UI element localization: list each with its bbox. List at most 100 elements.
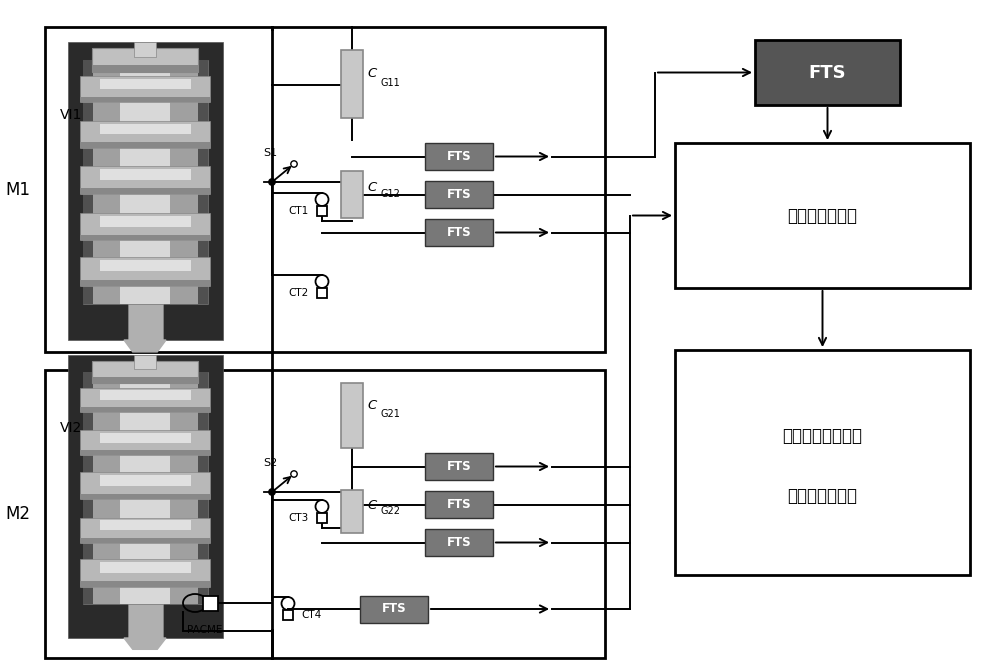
Bar: [755, 40, 900, 105]
Bar: [283, 610, 293, 620]
Text: S1: S1: [263, 148, 277, 158]
Text: FTS: FTS: [447, 150, 471, 163]
Bar: [83, 372, 93, 604]
Polygon shape: [124, 340, 166, 352]
Bar: [80, 257, 210, 286]
Bar: [341, 490, 363, 533]
Text: FTS: FTS: [447, 460, 471, 473]
Bar: [425, 453, 493, 480]
Bar: [68, 355, 223, 638]
Bar: [120, 372, 170, 604]
Bar: [80, 559, 210, 587]
Text: 实时动态电荷补偿: 实时动态电荷补偿: [782, 427, 862, 444]
Bar: [80, 472, 210, 499]
Bar: [80, 430, 210, 456]
Text: VI2: VI2: [60, 421, 82, 435]
Bar: [134, 355, 156, 369]
Bar: [203, 596, 218, 610]
Bar: [675, 350, 970, 575]
Bar: [80, 387, 210, 411]
Bar: [341, 50, 363, 118]
Text: FTS: FTS: [447, 536, 471, 549]
Text: G12: G12: [380, 188, 400, 198]
Bar: [92, 48, 198, 72]
Text: $C$: $C$: [367, 399, 378, 412]
Bar: [100, 216, 191, 226]
Bar: [92, 64, 198, 72]
Bar: [360, 596, 428, 622]
Text: FTS: FTS: [447, 188, 471, 201]
Bar: [425, 491, 493, 518]
Bar: [425, 143, 493, 170]
Text: CT2: CT2: [289, 287, 309, 297]
Bar: [80, 538, 210, 543]
Bar: [100, 259, 191, 271]
Bar: [80, 76, 210, 102]
Bar: [425, 219, 493, 246]
Text: M2: M2: [6, 505, 31, 523]
Bar: [92, 377, 198, 383]
Bar: [80, 450, 210, 456]
Bar: [317, 288, 327, 297]
Bar: [80, 518, 210, 543]
Text: S2: S2: [263, 458, 277, 468]
Bar: [83, 372, 208, 604]
Bar: [80, 281, 210, 286]
Bar: [100, 79, 191, 89]
Bar: [100, 124, 191, 135]
Text: $C$: $C$: [367, 498, 378, 512]
Bar: [100, 168, 191, 180]
Text: FTS: FTS: [809, 64, 846, 82]
Bar: [100, 561, 191, 573]
Bar: [80, 143, 210, 148]
Circle shape: [269, 179, 275, 185]
Bar: [80, 582, 210, 587]
Bar: [83, 60, 93, 304]
Bar: [80, 121, 210, 148]
Bar: [83, 60, 208, 304]
Bar: [198, 60, 208, 304]
Bar: [80, 494, 210, 499]
Bar: [80, 188, 210, 194]
Text: FTS: FTS: [447, 498, 471, 511]
Bar: [120, 60, 170, 304]
Text: 的自均压控制器: 的自均压控制器: [788, 487, 858, 505]
Bar: [128, 604, 163, 638]
Text: G11: G11: [380, 78, 400, 88]
Bar: [45, 27, 605, 352]
Text: VI1: VI1: [60, 108, 82, 122]
Bar: [45, 370, 605, 658]
Text: G21: G21: [380, 409, 400, 419]
Bar: [317, 513, 327, 523]
Text: $C$: $C$: [367, 67, 378, 80]
Text: PACME: PACME: [187, 625, 223, 635]
Bar: [92, 360, 198, 383]
Text: CT1: CT1: [289, 206, 309, 216]
Bar: [68, 42, 223, 340]
Polygon shape: [124, 638, 166, 649]
Text: CT4: CT4: [301, 610, 321, 620]
Bar: [80, 96, 210, 102]
Circle shape: [269, 489, 275, 495]
Bar: [100, 475, 191, 486]
Bar: [198, 372, 208, 604]
Text: G22: G22: [380, 506, 400, 516]
Text: $C$: $C$: [367, 181, 378, 194]
Text: CT3: CT3: [289, 513, 309, 523]
Bar: [128, 304, 163, 340]
Bar: [425, 181, 493, 208]
Bar: [317, 206, 327, 216]
Bar: [100, 390, 191, 399]
Bar: [80, 213, 210, 240]
Bar: [100, 521, 191, 531]
Bar: [341, 383, 363, 448]
Bar: [80, 234, 210, 240]
Text: FTS: FTS: [382, 602, 406, 616]
Bar: [80, 165, 210, 194]
Bar: [425, 529, 493, 556]
Text: FTS: FTS: [447, 226, 471, 239]
Bar: [134, 42, 156, 57]
Bar: [341, 171, 363, 218]
Text: M1: M1: [6, 180, 31, 198]
Bar: [675, 143, 970, 288]
